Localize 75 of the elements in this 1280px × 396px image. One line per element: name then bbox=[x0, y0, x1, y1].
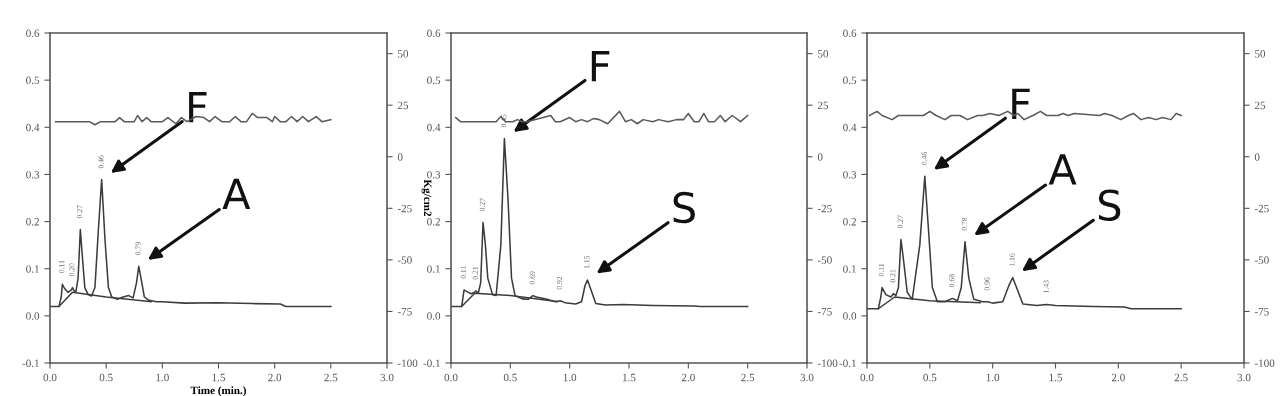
x-tick-label: 2.5 bbox=[741, 373, 755, 382]
x-tick-label: 3.0 bbox=[380, 373, 394, 382]
x-tick-label: 1.5 bbox=[623, 373, 636, 382]
y-tick-label: 0.2 bbox=[427, 218, 440, 226]
y-tick-label: 0.3 bbox=[26, 170, 40, 179]
y2-tick-label: 50 bbox=[1255, 50, 1266, 58]
y-tick-label: -0.1 bbox=[423, 359, 440, 368]
y-tick-label: 0.5 bbox=[427, 76, 441, 85]
x-tick-label: 1.0 bbox=[156, 373, 169, 382]
x-tick-label: 0.5 bbox=[923, 373, 937, 382]
y2-tick-label: -75 bbox=[1254, 308, 1269, 316]
x-tick-label: 3.0 bbox=[800, 373, 814, 382]
y-tick-label: 0.5 bbox=[843, 76, 857, 85]
x-tick-label: 0.0 bbox=[444, 373, 458, 382]
x-tick-label: 1.0 bbox=[986, 373, 1000, 382]
x-tick-label: 3.0 bbox=[1237, 373, 1251, 382]
y2-tick-label: 0 bbox=[1254, 153, 1260, 161]
y-tick-label: 0.2 bbox=[26, 218, 39, 226]
y2-tick-label: -25 bbox=[817, 204, 832, 213]
y2-tick-label: 25 bbox=[1254, 101, 1266, 110]
y-tick-label: 0.1 bbox=[843, 265, 856, 273]
y2-tick-label: 50 bbox=[818, 50, 829, 58]
x-tick-label: 2.0 bbox=[681, 373, 695, 382]
y2-tick-label: -50 bbox=[817, 256, 832, 264]
y-tick-label: 0.0 bbox=[843, 312, 857, 320]
y-tick-label: 0.6 bbox=[843, 29, 857, 38]
y2-tick-label: 50 bbox=[398, 50, 409, 58]
y-tick-label: -0.1 bbox=[22, 359, 39, 368]
annotation: A bbox=[222, 178, 251, 210]
y-tick-label: 0.4 bbox=[26, 123, 40, 132]
x-tick-label: 1.5 bbox=[212, 373, 226, 382]
y-tick-label: 0.1 bbox=[427, 265, 440, 273]
x-tick-label: 1.5 bbox=[1049, 373, 1063, 382]
y2-tick-label: -25 bbox=[1254, 204, 1269, 213]
annotation: F bbox=[591, 50, 610, 82]
y2-tick-label: 0 bbox=[817, 153, 823, 161]
y2-tick-label: -100 bbox=[817, 359, 838, 367]
y2-tick-label: 25 bbox=[397, 101, 409, 110]
x-tick-label: 2.5 bbox=[1174, 373, 1188, 382]
y-tick-label: 0.6 bbox=[26, 29, 40, 38]
x-tick-label: 1.0 bbox=[563, 373, 577, 382]
y2-tick-label: -50 bbox=[397, 256, 412, 264]
y2-tick-label: -100 bbox=[1254, 359, 1275, 367]
y-tick-label: 0.3 bbox=[427, 170, 441, 179]
y-tick-label: 0.0 bbox=[26, 312, 40, 320]
y-tick-label: 0.2 bbox=[843, 218, 856, 226]
y2-tick-label: -50 bbox=[1254, 256, 1269, 264]
x-tick-label: 0.5 bbox=[99, 373, 113, 382]
x-tick-label: 2.5 bbox=[324, 373, 338, 382]
y-tick-label: 0.5 bbox=[26, 76, 40, 85]
y-tick-label: 0.4 bbox=[843, 123, 857, 132]
y2-axis-title: Kg/cm2 bbox=[421, 179, 432, 217]
annotation: S bbox=[673, 191, 695, 224]
x-axis-title: Time (min.) bbox=[190, 386, 246, 396]
annotation: F bbox=[189, 91, 207, 123]
x-tick-label: 0.0 bbox=[43, 373, 57, 382]
y2-tick-label: -75 bbox=[397, 308, 412, 316]
y-tick-label: 0.3 bbox=[843, 170, 857, 179]
y-tick-label: -0.1 bbox=[839, 359, 856, 368]
y2-tick-label: 25 bbox=[817, 101, 829, 110]
annotation: A bbox=[1048, 154, 1077, 185]
y-tick-label: 0.0 bbox=[427, 312, 441, 320]
y2-tick-label: -100 bbox=[397, 359, 418, 367]
annotation: S bbox=[1098, 189, 1121, 221]
y-tick-label: 0.6 bbox=[427, 29, 441, 38]
x-tick-label: 0.0 bbox=[860, 373, 874, 382]
x-tick-label: 0.5 bbox=[503, 373, 517, 382]
y2-tick-label: -25 bbox=[397, 204, 412, 213]
x-tick-label: 2.0 bbox=[268, 373, 282, 382]
y-tick-label: 0.4 bbox=[427, 123, 441, 132]
y2-tick-label: 0 bbox=[397, 153, 403, 161]
y2-tick-label: -75 bbox=[817, 308, 832, 316]
y-tick-label: 0.1 bbox=[26, 265, 39, 273]
annotation: F bbox=[1012, 88, 1030, 120]
x-tick-label: 2.0 bbox=[1111, 373, 1125, 382]
